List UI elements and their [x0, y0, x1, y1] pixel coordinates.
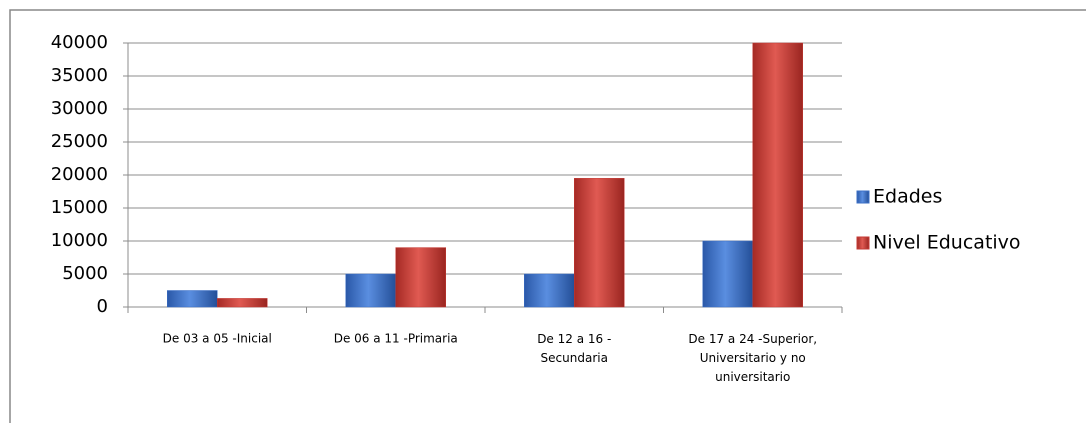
y-tick-label: 10000	[51, 230, 108, 251]
y-tick-label: 35000	[51, 65, 108, 86]
bar	[395, 247, 446, 308]
bar	[752, 42, 803, 308]
y-tick-label: 40000	[51, 32, 108, 53]
y-tick-label: 15000	[51, 197, 108, 218]
y-tick-label: 25000	[51, 131, 108, 152]
chart-frame	[9, 9, 1086, 423]
bar	[574, 178, 625, 308]
bar	[217, 298, 268, 308]
y-tick-label: 30000	[51, 98, 108, 119]
bar	[345, 273, 396, 308]
legend-swatch	[856, 190, 870, 204]
y-tick-label: 0	[97, 296, 108, 317]
legend-label: Nivel Educativo	[873, 232, 1021, 254]
y-tick-label: 5000	[62, 263, 108, 284]
x-tick-label: De 06 a 11 -Primaria	[334, 332, 458, 346]
y-tick-label: 20000	[51, 164, 108, 185]
legend-label: Edades	[873, 186, 942, 208]
legend-swatch	[856, 236, 870, 250]
bar	[167, 290, 218, 308]
bar	[524, 273, 575, 308]
bar	[702, 240, 753, 308]
x-tick-label: De 12 a 16 -Secundaria	[537, 332, 611, 365]
x-tick-label: De 17 a 24 -Superior, Universitario y no u…	[688, 332, 817, 384]
x-tick-label: De 03 a 05 -Inicial	[163, 332, 272, 346]
